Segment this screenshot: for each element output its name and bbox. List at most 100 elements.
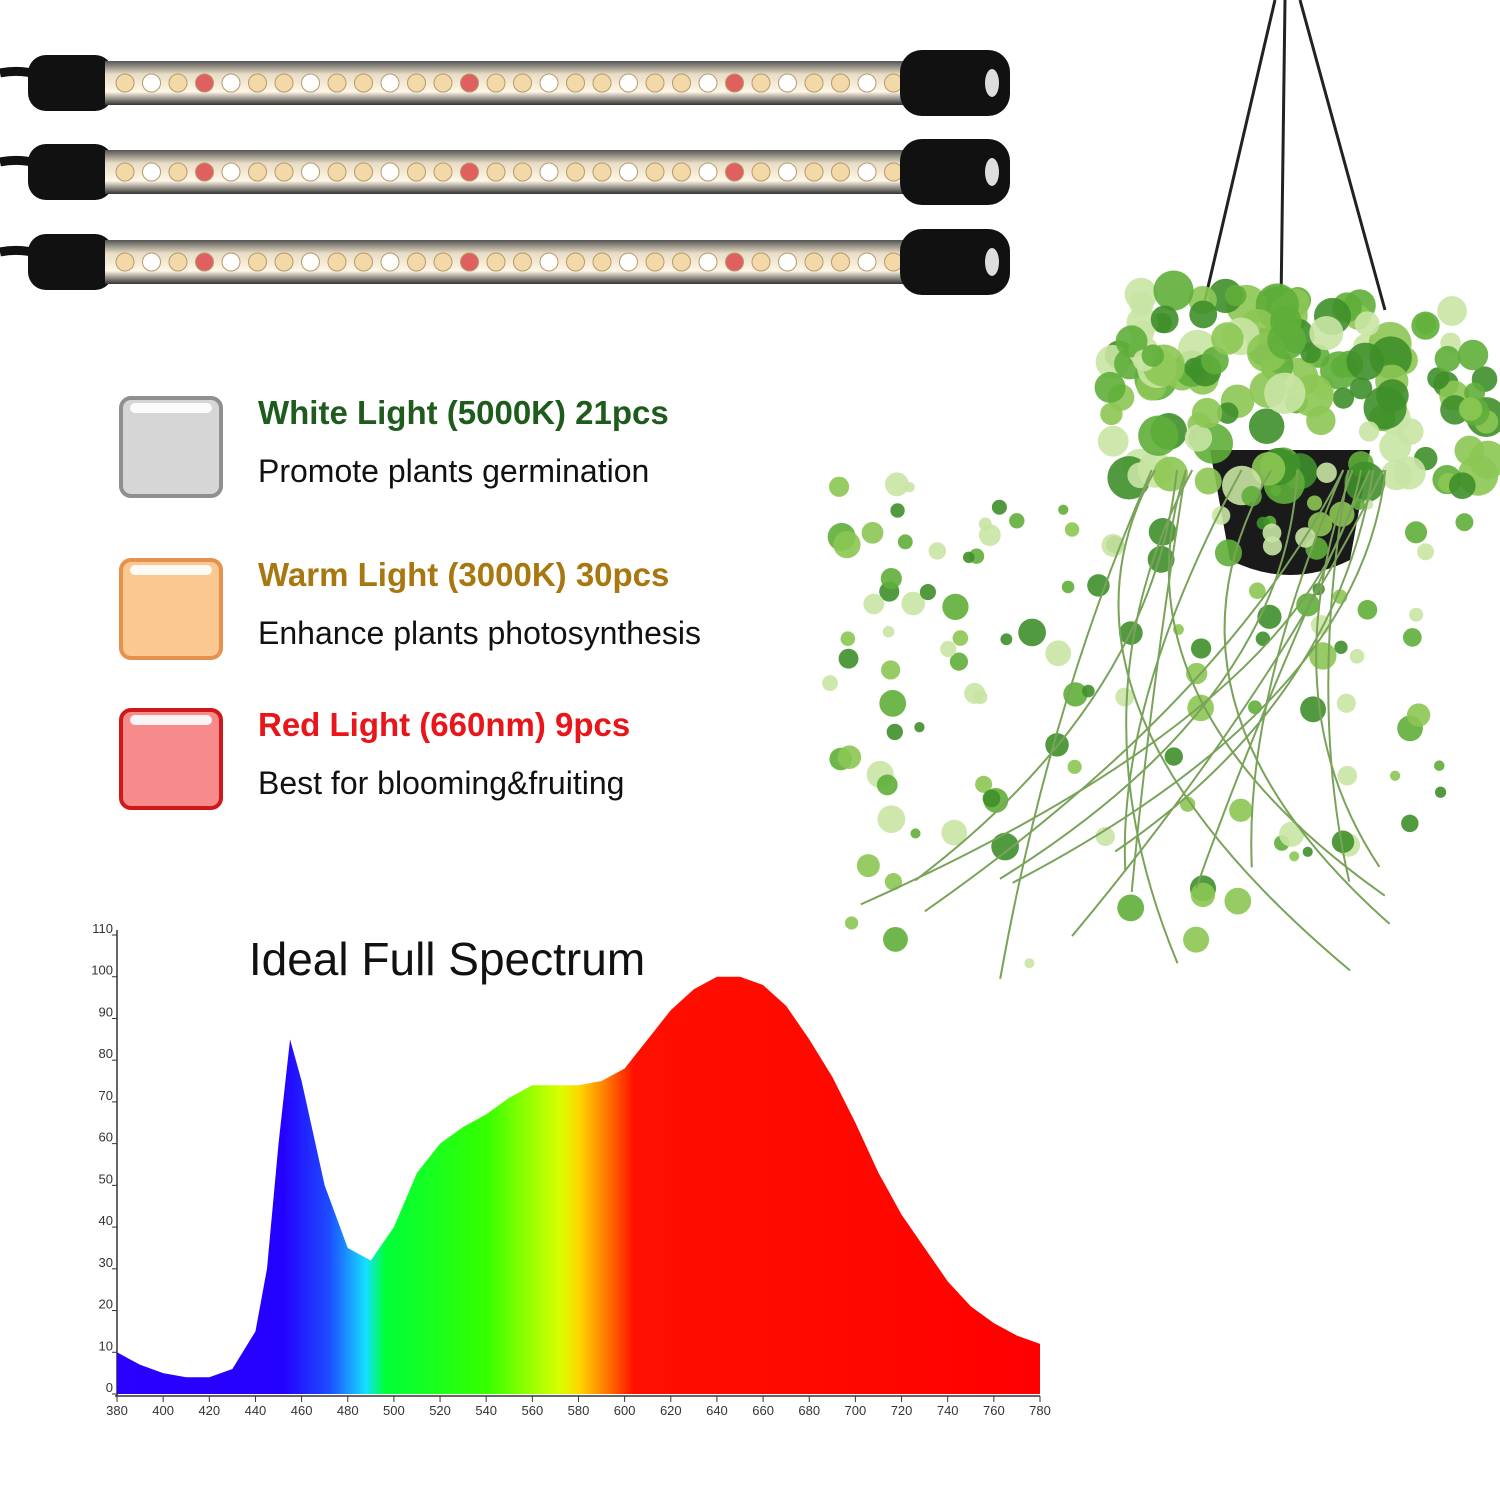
led [248, 252, 267, 272]
leaf [1437, 296, 1467, 326]
leaf [1403, 628, 1422, 647]
leaf [1455, 513, 1474, 532]
leaf [1184, 357, 1206, 379]
led [725, 73, 744, 93]
x-tick-label: 440 [245, 1403, 267, 1418]
end-cap [900, 50, 1010, 116]
leaf [1354, 311, 1380, 337]
led [115, 162, 135, 182]
lamp-bars [0, 50, 1010, 295]
leaf [991, 499, 1007, 515]
x-tick-label: 520 [429, 1403, 451, 1418]
led [884, 252, 903, 272]
legend-title: White Light (5000K) 21pcs [258, 394, 669, 431]
leaf [1334, 640, 1348, 654]
led [486, 252, 506, 272]
led [248, 162, 267, 182]
led [566, 162, 585, 182]
led [751, 73, 771, 93]
swatch-shine [130, 403, 212, 413]
led [804, 162, 824, 182]
led [433, 252, 453, 272]
led [195, 252, 214, 272]
leaf [1009, 513, 1025, 529]
y-tick-label: 30 [99, 1255, 113, 1270]
led [301, 252, 320, 272]
leaf [1100, 402, 1123, 426]
vine [1130, 469, 1187, 893]
led [248, 73, 267, 93]
leaf [928, 542, 947, 560]
led [460, 73, 479, 93]
led [857, 73, 877, 93]
led [486, 162, 506, 182]
leaf [1289, 851, 1300, 862]
chart-title: Ideal Full Spectrum [249, 933, 645, 985]
leaf [1214, 539, 1243, 567]
led [301, 162, 320, 182]
leaf [833, 530, 861, 559]
led [539, 252, 559, 272]
leaf [1411, 311, 1440, 340]
leaf [1267, 320, 1307, 360]
leaf [880, 567, 902, 590]
leaf [1191, 397, 1223, 429]
leaf [982, 789, 1001, 808]
leaf [1045, 640, 1072, 667]
leaf [941, 819, 968, 846]
led [672, 73, 691, 93]
leaf [890, 503, 905, 518]
leaf [1248, 700, 1262, 715]
led [168, 73, 188, 93]
leaf [1336, 693, 1356, 713]
leaf [901, 591, 926, 616]
led [274, 73, 294, 93]
end-cap [28, 144, 113, 200]
vine [1117, 469, 1351, 972]
led [115, 73, 135, 93]
x-tick-label: 600 [614, 1403, 636, 1418]
leaf [1117, 894, 1145, 922]
leaf [1064, 522, 1080, 537]
x-tick-label: 700 [845, 1403, 867, 1418]
led [857, 252, 877, 272]
leaf [1211, 322, 1244, 355]
leaf [1067, 759, 1082, 774]
led [698, 252, 718, 272]
led [460, 162, 479, 182]
vine [999, 469, 1153, 980]
y-tick-label: 0 [106, 1380, 113, 1395]
x-tick-label: 460 [291, 1403, 313, 1418]
vine [1167, 469, 1386, 897]
y-tick-label: 60 [99, 1130, 113, 1145]
cap-light [985, 69, 999, 97]
led [195, 73, 214, 93]
leaf [919, 584, 936, 601]
led [380, 73, 400, 93]
leaf [1448, 472, 1476, 500]
leaf [861, 521, 884, 544]
legend-title: Warm Light (3000K) 30pcs [258, 556, 669, 593]
vine [999, 469, 1299, 880]
leaf [1433, 760, 1445, 771]
led [460, 252, 479, 272]
vine [1327, 469, 1351, 882]
leaf [844, 916, 859, 930]
led [274, 252, 294, 272]
x-tick-label: 740 [937, 1403, 959, 1418]
vine [860, 469, 1363, 906]
led [539, 73, 559, 93]
leaf [991, 832, 1019, 861]
leaf [1349, 649, 1365, 664]
led [566, 73, 585, 93]
led [539, 162, 559, 182]
led [221, 73, 241, 93]
y-tick-label: 80 [99, 1046, 113, 1061]
led [804, 73, 824, 93]
swatch-shine [130, 715, 212, 725]
led [327, 73, 347, 93]
led [592, 252, 612, 272]
leaf [1095, 826, 1115, 847]
led [751, 252, 771, 272]
vine [1250, 469, 1345, 868]
